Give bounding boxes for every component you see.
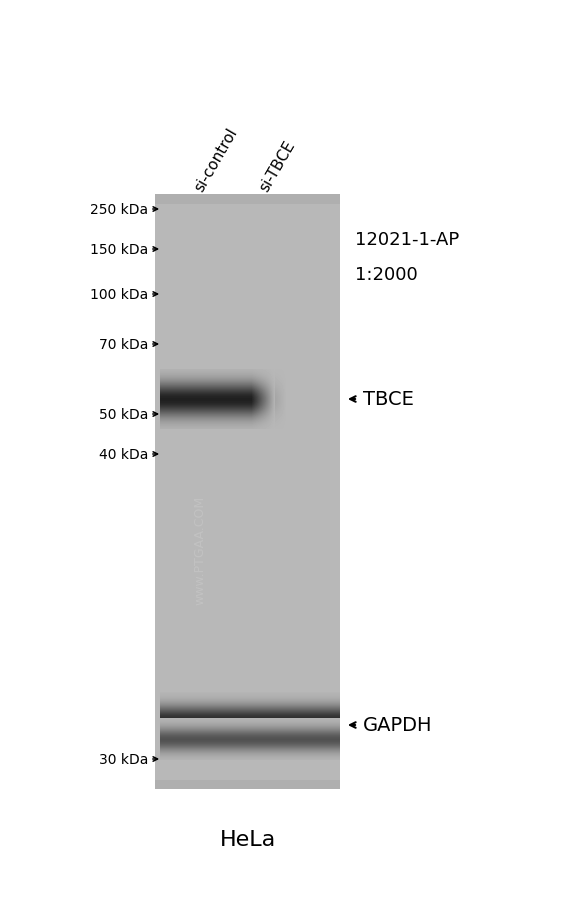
Text: 40 kDa: 40 kDa (98, 447, 148, 462)
Text: 1:2000: 1:2000 (355, 266, 418, 284)
Text: www.PTGAA.COM: www.PTGAA.COM (194, 495, 207, 604)
Text: GAPDH: GAPDH (363, 715, 432, 735)
Text: TBCE: TBCE (363, 390, 414, 409)
Text: 100 kDa: 100 kDa (90, 288, 148, 301)
Text: si-TBCE: si-TBCE (257, 139, 298, 195)
Text: 30 kDa: 30 kDa (98, 752, 148, 766)
Text: HeLa: HeLa (220, 829, 276, 849)
Text: 70 kDa: 70 kDa (98, 337, 148, 352)
Text: si-control: si-control (192, 126, 241, 195)
Text: 150 kDa: 150 kDa (90, 243, 148, 257)
Text: 50 kDa: 50 kDa (98, 408, 148, 421)
Text: 12021-1-AP: 12021-1-AP (355, 231, 459, 249)
Text: 250 kDa: 250 kDa (90, 203, 148, 216)
